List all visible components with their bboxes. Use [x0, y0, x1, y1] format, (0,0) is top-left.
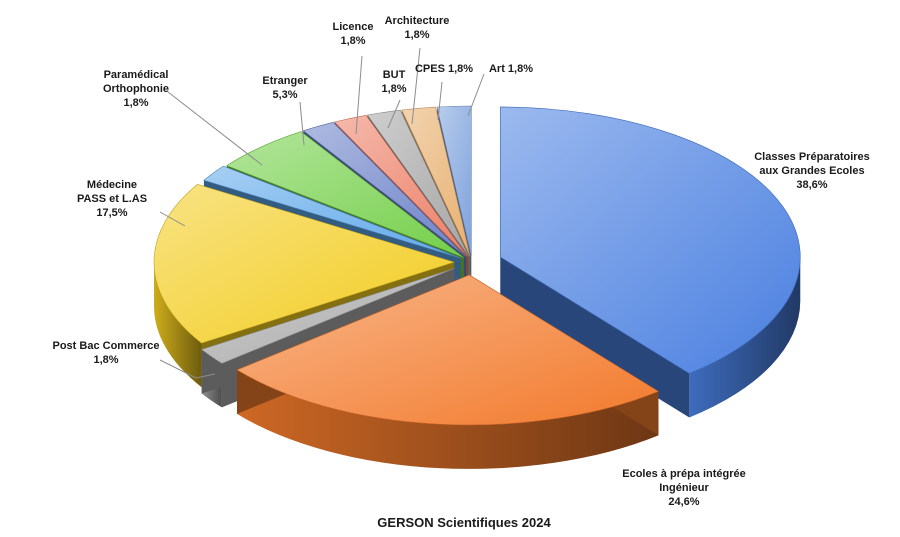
slice-side-ecoles-a-prepa-integree-ingenieur — [237, 369, 659, 469]
leader-line-etranger — [299, 101, 305, 146]
data-labels: Classes Préparatoires aux Grandes Ecoles 3… — [53, 15, 870, 508]
leader-line-paramedical-orthophonie — [167, 91, 263, 166]
data-label-line: Ingénieur — [659, 482, 709, 494]
leader-line-licence — [355, 55, 363, 135]
data-label-line: Post Bac Commerce — [53, 340, 160, 352]
slice-medecine-pass-et-l-as — [153, 184, 456, 344]
data-label-line: 17,5% — [96, 207, 127, 219]
slice-side-classes-preparatoires-aux-grandes-ecoles — [689, 256, 801, 418]
slice-post-bac-commerce — [201, 268, 455, 364]
slice-cpes — [401, 106, 471, 257]
data-label-ecoles-a-prepa-integree-ingenieur: Ecoles à prépa intégrée Ingénieur 24,6% — [622, 468, 746, 508]
slice-side-medecine-pass-et-l-as — [154, 262, 202, 388]
slice-architecture — [366, 109, 469, 257]
data-label-line: 5,3% — [272, 89, 297, 101]
data-label-line: Licence — [333, 21, 374, 33]
data-label-cpes: CPES 1,8% — [415, 63, 473, 75]
data-label-line: 24,6% — [668, 496, 699, 508]
slice-licence — [302, 121, 467, 258]
data-label-line: Médecine — [87, 179, 137, 191]
data-label-architecture: Architecture 1,8% — [385, 15, 450, 41]
data-label-line: Paramédical — [104, 69, 169, 81]
data-label-line: 1,8% — [340, 35, 365, 47]
data-label-line: Etranger — [262, 75, 308, 87]
data-label-medecine-pass-et-l-as: Médecine PASS et L.AS 17,5% — [77, 179, 147, 219]
data-label-etranger: Etranger 5,3% — [262, 75, 308, 101]
slice-etranger — [226, 131, 465, 258]
data-label-line: PASS et L.AS — [77, 193, 147, 205]
data-label-line: CPES 1,8% — [415, 63, 473, 75]
slice-tops — [153, 105, 801, 426]
data-label-line: 1,8% — [93, 354, 118, 366]
leader-line-architecture — [411, 47, 421, 125]
data-label-post-bac-commerce: Post Bac Commerce 1,8% — [53, 340, 160, 366]
data-label-line: 38,6% — [796, 179, 827, 191]
data-label-but: BUT 1,8% — [381, 69, 406, 95]
slice-ecoles-a-prepa-integree-ingenieur — [236, 274, 660, 426]
leader-lines — [159, 47, 485, 379]
data-label-line: 1,8% — [381, 83, 406, 95]
leader-line-cpes — [437, 81, 443, 121]
data-label-line: Classes Préparatoires — [754, 151, 870, 163]
chart-title: GERSON Scientifiques 2024 — [377, 515, 551, 530]
data-label-line: Art 1,8% — [489, 63, 533, 75]
data-label-line: Ecoles à prépa intégrée — [622, 468, 746, 480]
data-label-line: Architecture — [385, 15, 450, 27]
data-label-art: Art 1,8% — [489, 63, 533, 75]
data-label-paramedical-orthophonie: Paramédical Orthophonie 1,8% — [103, 69, 169, 109]
leader-line-but — [387, 99, 401, 129]
data-label-line: 1,8% — [404, 29, 429, 41]
leader-line-art — [467, 73, 485, 117]
data-label-licence: Licence 1,8% — [333, 21, 374, 47]
slice-classes-preparatoires-aux-grandes-ecoles — [499, 106, 801, 374]
data-label-line: Orthophonie — [103, 83, 169, 95]
slice-wall-classes-preparatoires-aux-grandes-ecoles-1 — [500, 256, 690, 418]
slice-paramedical-orthophonie — [203, 165, 461, 259]
data-label-line: aux Grandes Ecoles — [759, 165, 864, 177]
data-label-line: BUT — [383, 69, 406, 81]
slice-but — [333, 114, 468, 257]
data-label-classes-preparatoires-aux-grandes-ecoles: Classes Préparatoires aux Grandes Ecoles 3… — [754, 151, 870, 191]
leader-line-post-bac-commerce — [159, 359, 216, 379]
leader-line-medecine-pass-et-l-as — [159, 211, 186, 227]
data-label-line: 1,8% — [123, 97, 148, 109]
